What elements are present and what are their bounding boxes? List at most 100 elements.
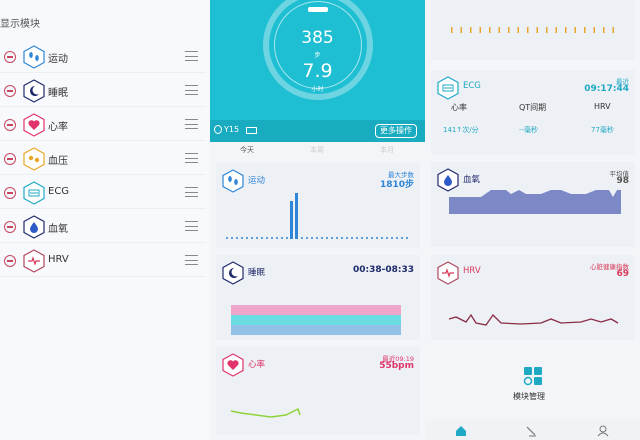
module-manage-button[interactable]: 模块管理	[503, 366, 563, 406]
blood-pressure-card[interactable]	[431, 0, 635, 60]
remove-module-button[interactable]	[4, 51, 16, 63]
dashboard-panel: 385 步 7.9 小时 Y15 更多操作 今天 本周 本月 运动 最大步数 1…	[210, 0, 425, 440]
ecg-value: 141↑次/分	[443, 126, 479, 134]
card-value: 00:38-08:33	[352, 265, 414, 275]
card-title: ECG	[463, 81, 481, 91]
more-actions-button[interactable]: 更多操作	[375, 124, 417, 138]
drag-handle-icon[interactable]	[185, 51, 198, 61]
sleep-card[interactable]: 睡眠 00:38-08:33	[216, 255, 420, 340]
tab-month[interactable]: 本月	[380, 146, 394, 154]
battery-icon	[246, 127, 257, 134]
ecg-value: --毫秒	[519, 126, 539, 134]
module-label: 血氧	[48, 224, 68, 235]
module-label: HRV	[48, 254, 69, 265]
blood-oxygen-icon	[23, 215, 45, 239]
watch-icon	[214, 125, 222, 134]
moon-icon	[23, 79, 45, 103]
hrv-icon	[23, 249, 45, 273]
heart-rate-icon	[23, 113, 45, 137]
module-label: 睡眠	[48, 88, 68, 99]
card-title: 血氧	[463, 175, 481, 185]
drag-handle-icon[interactable]	[185, 255, 198, 265]
home-icon[interactable]	[455, 425, 467, 437]
sport-card[interactable]: 运动 最大步数 1810步	[216, 163, 420, 248]
module-row-blood-oxygen: 血氧	[0, 210, 206, 243]
footprints-icon	[222, 169, 244, 193]
module-row-sport: 运动	[0, 40, 206, 73]
bottom-nav	[425, 420, 640, 440]
card-sublabel: 最近	[616, 78, 629, 86]
device-name: Y15	[224, 125, 240, 134]
blood-oxygen-area-chart	[449, 190, 621, 214]
steps-bar-chart	[226, 193, 411, 239]
blood-oxygen-card[interactable]: 血氧 平均值 98	[431, 162, 635, 247]
card-title: 睡眠	[248, 268, 266, 278]
hrv-icon	[437, 261, 459, 285]
card-sublabel: 心脏健康指数	[590, 263, 629, 271]
module-label: 心率	[48, 122, 68, 133]
ecg-column-label: QT间期	[519, 103, 547, 112]
remove-module-button[interactable]	[4, 221, 16, 233]
heart-rate-card[interactable]: 心率 最近09:19 55bpm	[216, 347, 420, 435]
blood-oxygen-icon	[437, 168, 459, 192]
sleep-stage-chart	[231, 305, 401, 335]
blood-pressure-bar-chart	[451, 27, 621, 33]
device-bar: Y15 更多操作	[210, 120, 425, 142]
card-title: HRV	[463, 266, 481, 276]
sleep-unit: 小时	[311, 86, 324, 93]
ecg-icon	[23, 181, 45, 205]
drag-handle-icon[interactable]	[185, 187, 198, 197]
card-value: 69	[616, 269, 629, 279]
dashboard-panel-right: ECG 最近 09:17:44 心率 QT间期 HRV 141↑次/分 --毫秒…	[425, 0, 640, 440]
module-settings-panel: 显示模块 运动 睡眠 心率 血压 ECG 血氧 HRV	[0, 0, 210, 440]
remove-module-button[interactable]	[4, 85, 16, 97]
card-title: 心率	[248, 360, 266, 370]
module-row-blood-pressure: 血压	[0, 142, 206, 175]
ecg-icon	[437, 76, 459, 100]
module-label: ECG	[48, 186, 70, 197]
summary-header: 385 步 7.9 小时 Y15 更多操作	[210, 0, 425, 142]
moon-icon	[222, 261, 244, 285]
module-row-hrv: HRV	[0, 244, 206, 277]
hrv-card[interactable]: HRV 心脏健康指数 69	[431, 255, 635, 340]
card-value: 1810步	[379, 180, 414, 190]
module-manage-label: 模块管理	[513, 392, 545, 401]
footprints-icon	[23, 45, 45, 69]
remove-module-button[interactable]	[4, 255, 16, 267]
discover-icon[interactable]	[525, 425, 537, 437]
drag-handle-icon[interactable]	[185, 85, 198, 95]
remove-module-button[interactable]	[4, 119, 16, 131]
period-tabs: 今天 本周 本月	[210, 143, 425, 158]
heart-rate-line-chart	[230, 407, 301, 418]
card-sublabel: 最近09:19	[382, 355, 414, 363]
drag-handle-icon[interactable]	[185, 153, 198, 163]
steps-value: 385	[301, 28, 334, 48]
hrv-line-chart	[448, 313, 619, 326]
tab-today[interactable]: 今天	[240, 146, 254, 154]
progress-indicator	[308, 7, 328, 12]
card-sublabel: 最大步数	[388, 171, 414, 179]
module-label: 运动	[48, 54, 68, 65]
ecg-column-label: 心率	[451, 103, 467, 112]
tab-week[interactable]: 本周	[310, 146, 324, 154]
profile-icon[interactable]	[597, 425, 609, 437]
module-row-heart-rate: 心率	[0, 108, 206, 141]
card-sublabel: 平均值	[609, 170, 630, 178]
progress-ring	[263, 0, 373, 100]
blood-pressure-icon	[23, 147, 45, 171]
module-row-ecg: ECG	[0, 176, 206, 209]
remove-module-button[interactable]	[4, 153, 16, 165]
sleep-value: 7.9	[302, 60, 333, 82]
grid-settings-icon	[523, 367, 542, 386]
steps-unit: 步	[314, 52, 321, 59]
module-label: 血压	[48, 156, 68, 167]
ecg-card[interactable]: ECG 最近 09:17:44 心率 QT间期 HRV 141↑次/分 --毫秒…	[431, 70, 635, 155]
drag-handle-icon[interactable]	[185, 221, 198, 231]
heart-rate-icon	[222, 353, 244, 377]
ecg-value: 77毫秒	[591, 126, 614, 134]
card-value: 55bpm	[379, 361, 414, 371]
remove-module-button[interactable]	[4, 187, 16, 199]
card-title: 运动	[248, 176, 266, 186]
drag-handle-icon[interactable]	[185, 119, 198, 129]
display-modules-title: 显示模块	[0, 19, 40, 30]
